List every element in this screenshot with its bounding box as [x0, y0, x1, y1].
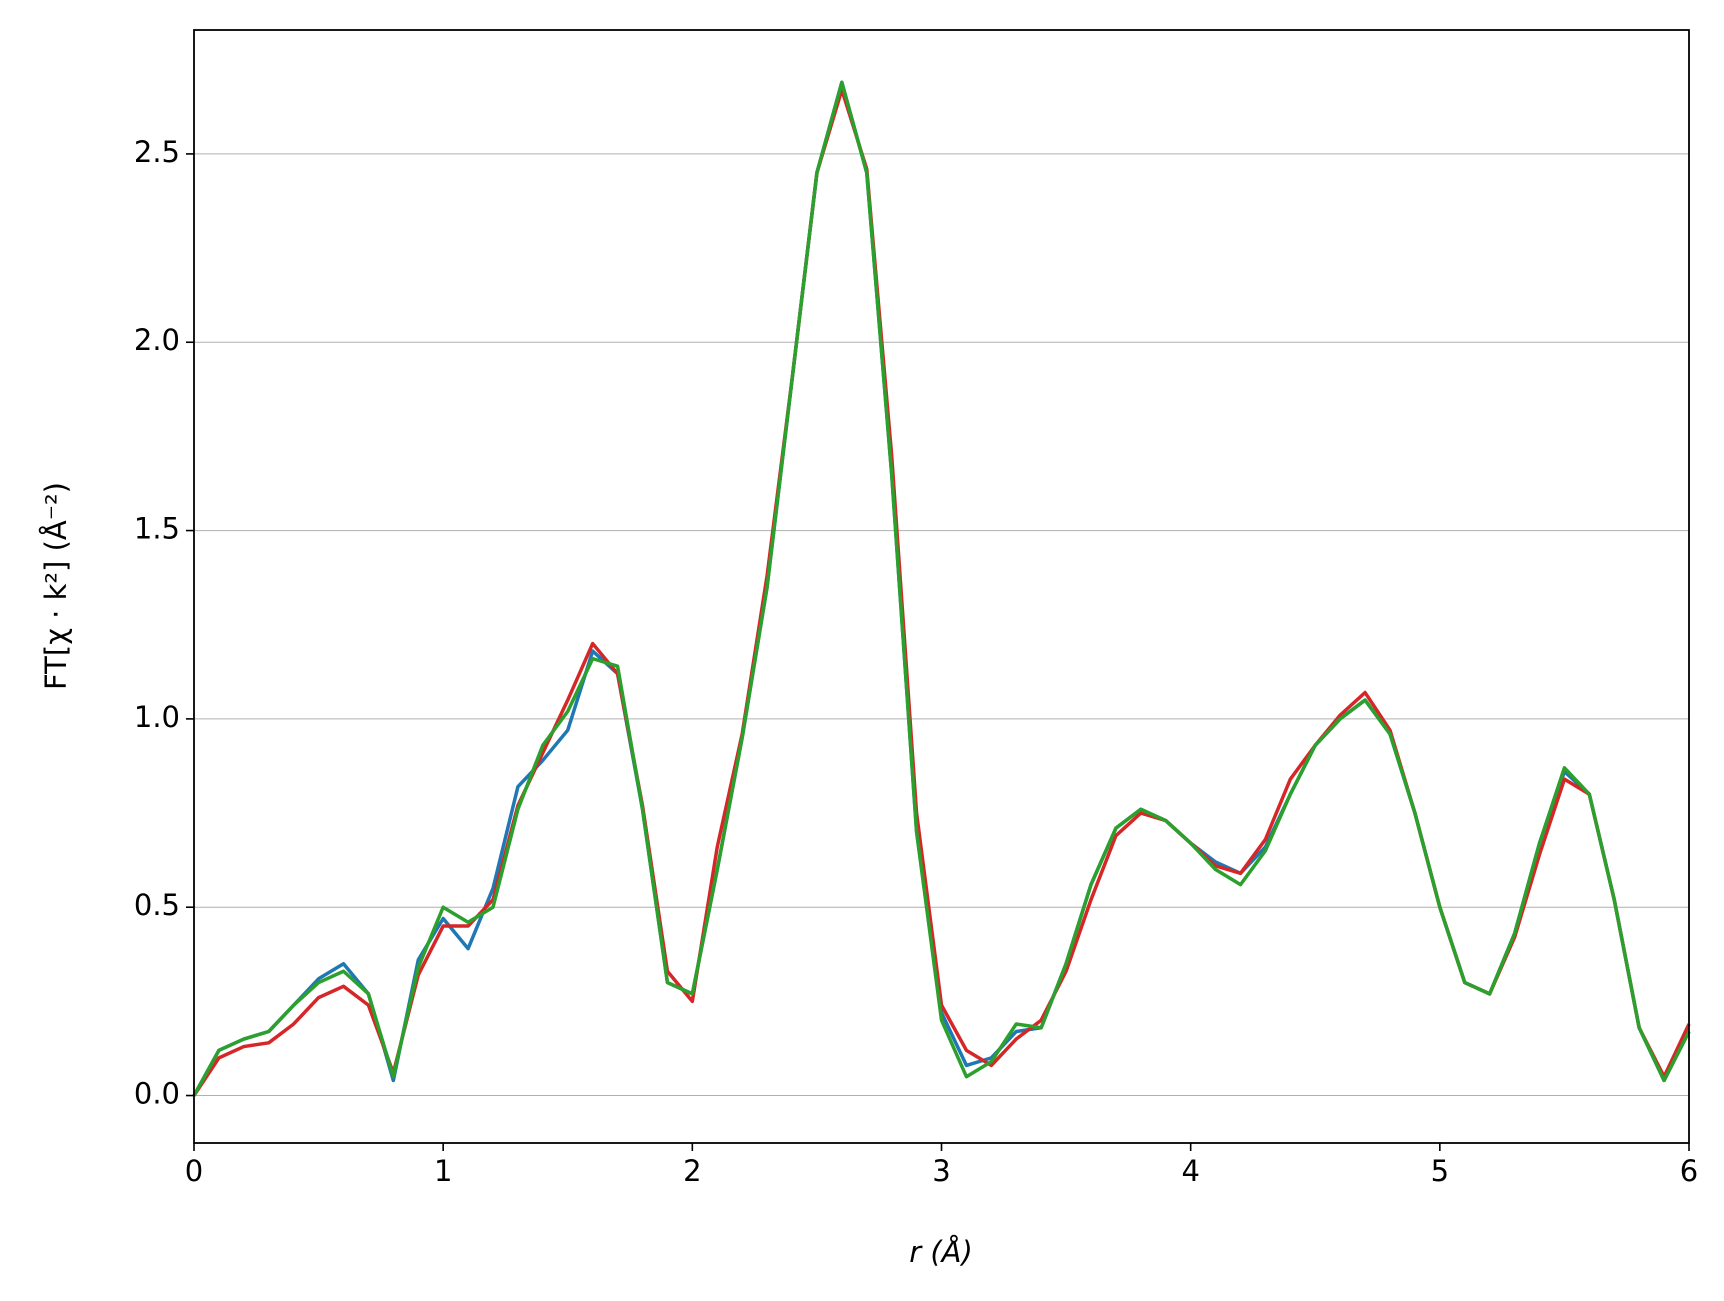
x-tick-label: 2	[683, 1154, 701, 1188]
y-tick-label: 1.0	[134, 700, 180, 734]
plot-frame	[193, 29, 1690, 1144]
y-tick-label: 2.0	[134, 323, 180, 357]
y-tick-label: 1.5	[134, 512, 180, 546]
y-axis-label: FT[χ · k²] (Å⁻²)	[39, 482, 73, 690]
data-line	[192, 88, 1691, 1097]
x-tick-label: 0	[185, 1154, 203, 1188]
y-tick-label: 0.0	[134, 1077, 180, 1111]
x-tick-label: 6	[1680, 1154, 1698, 1188]
x-axis-label: r (Å)	[909, 1235, 973, 1269]
x-tick-label: 5	[1431, 1154, 1449, 1188]
data-line	[192, 80, 1691, 1097]
x-tick-label: 4	[1181, 1154, 1199, 1188]
x-tick-label: 1	[434, 1154, 452, 1188]
data-line	[192, 80, 1691, 1097]
x-tick-label: 3	[932, 1154, 950, 1188]
y-tick-label: 0.5	[134, 888, 180, 922]
y-tick-label: 2.5	[134, 135, 180, 169]
